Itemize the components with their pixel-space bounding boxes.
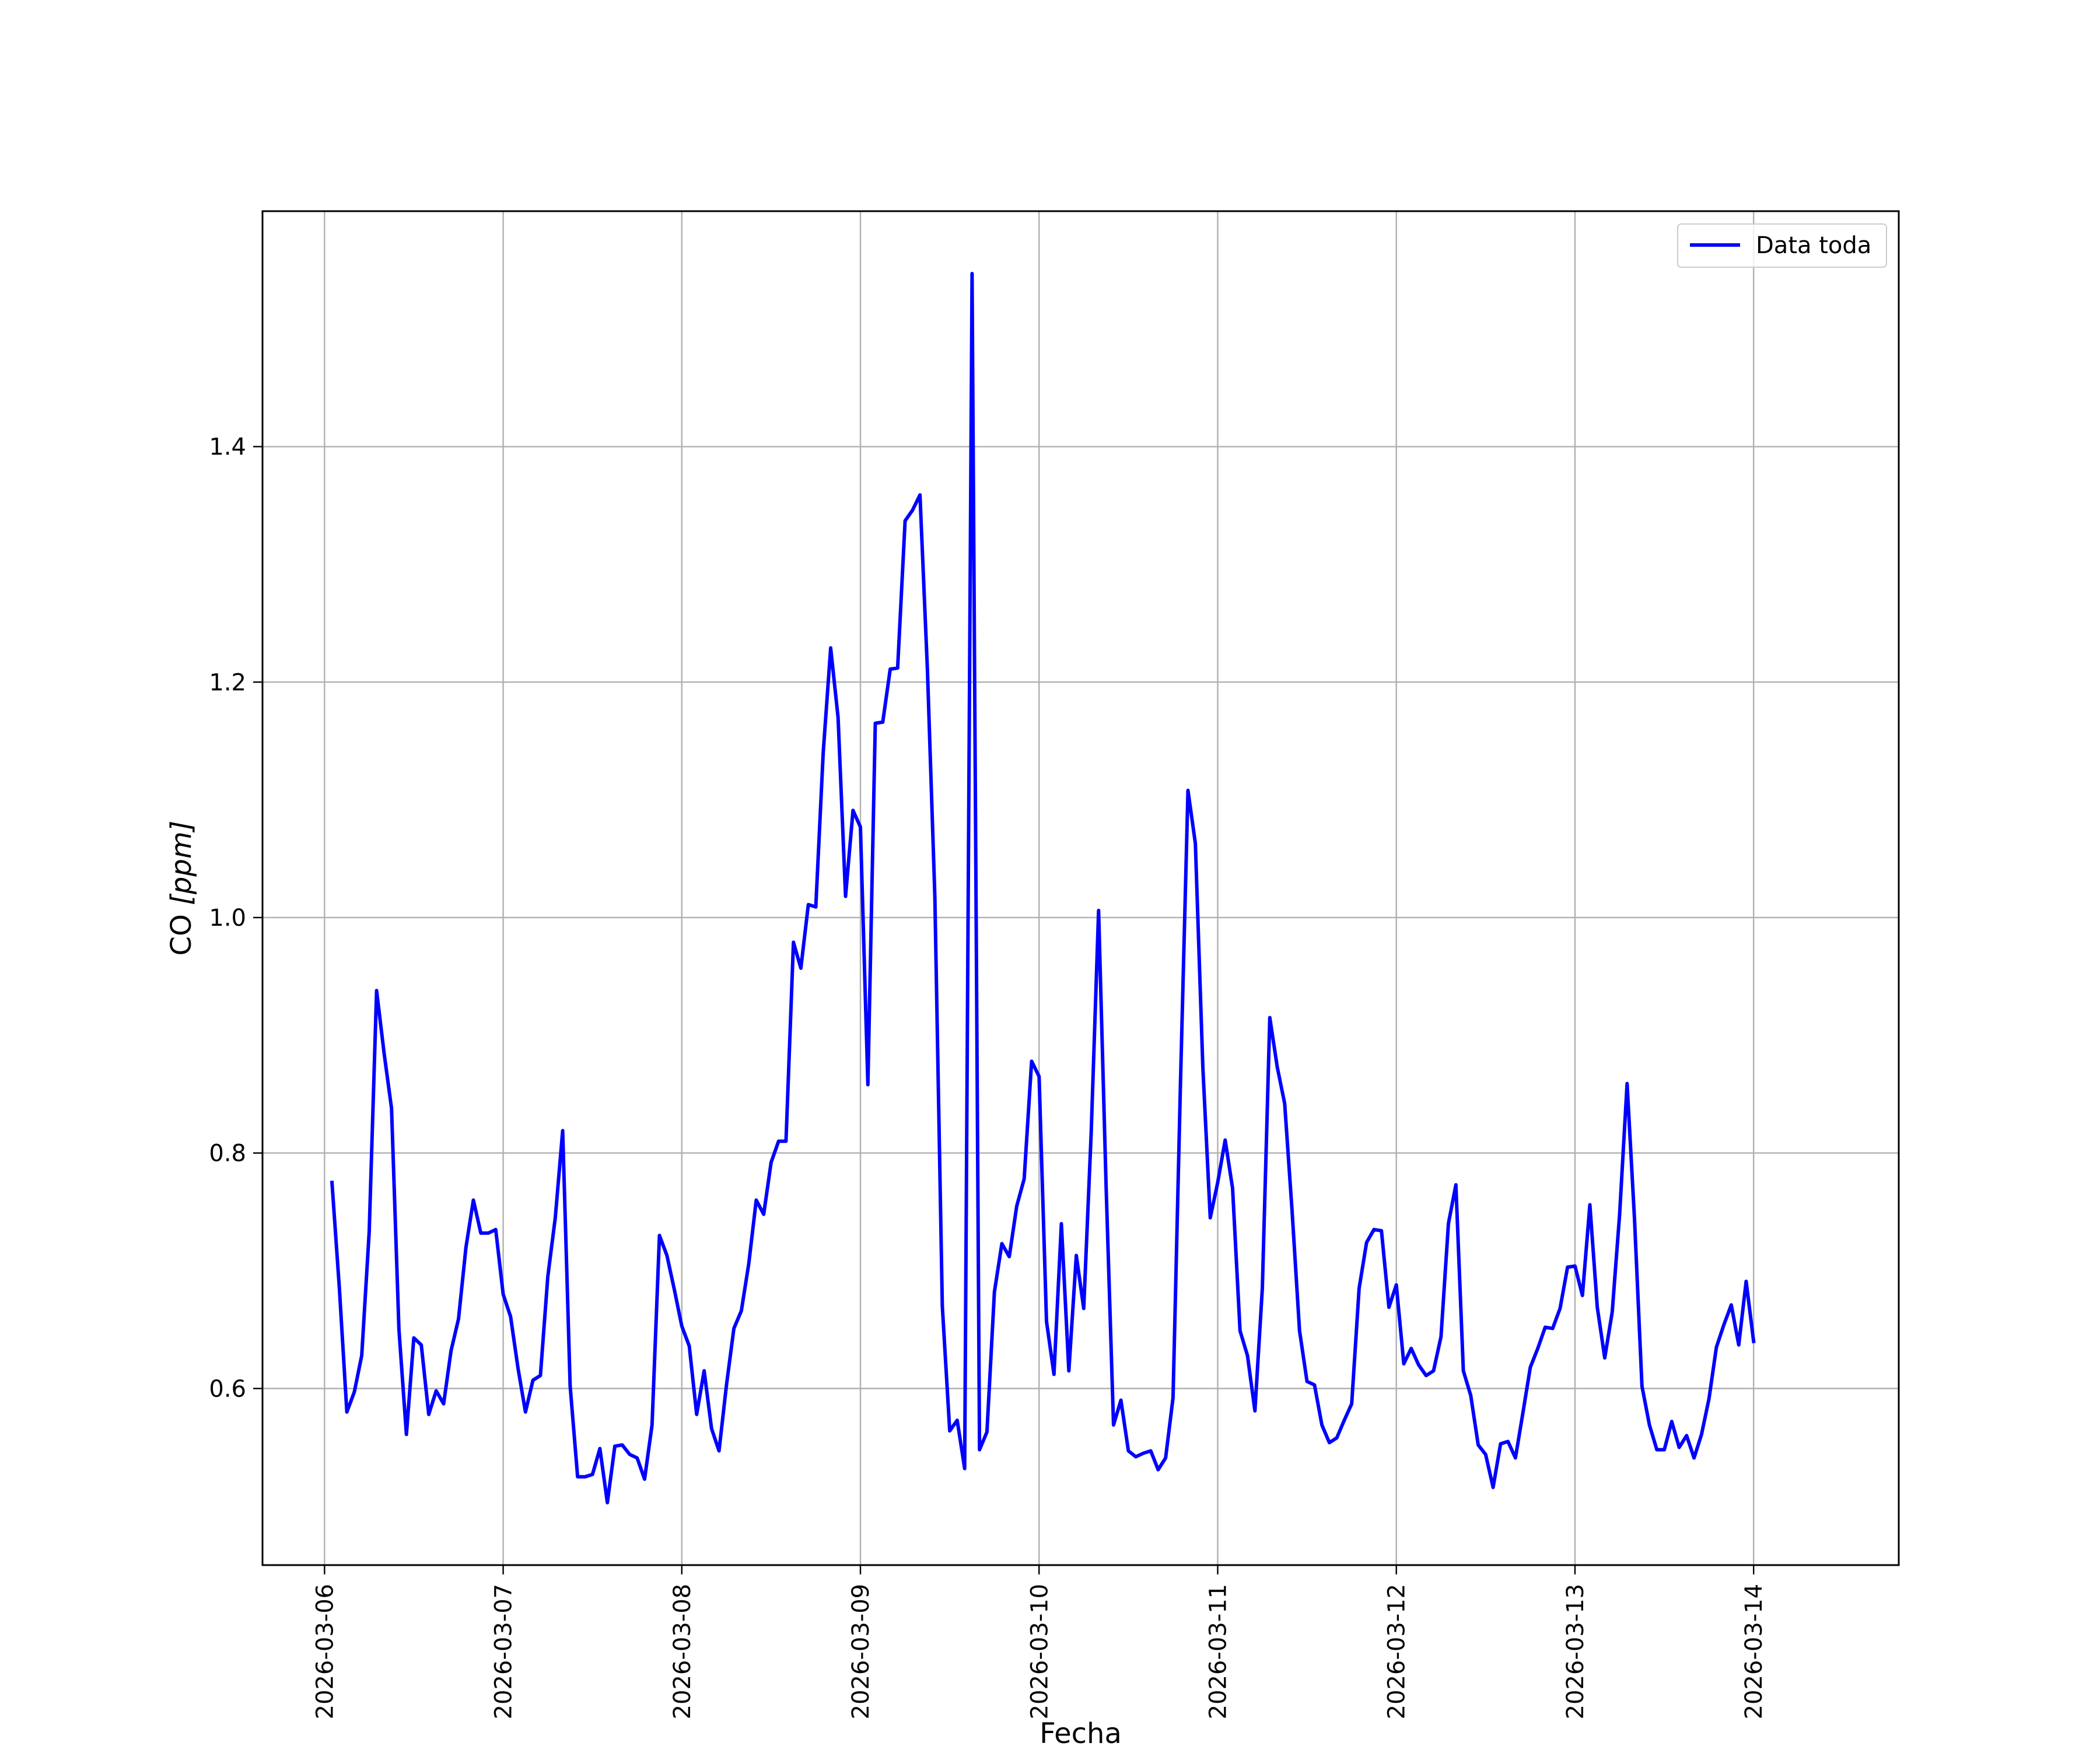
series-layer (330, 272, 1756, 1504)
legend-label-data-toda: Data toda (1756, 232, 1871, 259)
x-tick-label: 2026-03-06 (312, 1584, 338, 1719)
y-tick-label: 1.4 (209, 434, 246, 461)
y-tick-label: 1.2 (209, 669, 246, 696)
axis-ticks: 2026-03-06 2026-03-07 2026-03-08 2026-03-09… (209, 434, 1768, 1720)
x-tick-label: 2026-03-13 (1562, 1584, 1589, 1719)
grid-lines (262, 211, 1899, 1565)
x-tick-label: 2026-03-14 (1741, 1584, 1768, 1719)
y-axis-label-main: CO (165, 905, 198, 956)
y-axis-label-unit: [ppm] (165, 821, 198, 905)
y-tick-label: 0.8 (209, 1140, 246, 1167)
x-tick-label: 2026-03-08 (669, 1584, 696, 1719)
x-axis-label: Fecha (1040, 1717, 1122, 1750)
x-tick-label: 2026-03-12 (1384, 1584, 1410, 1719)
x-tick-label: 2026-03-10 (1026, 1584, 1053, 1719)
legend: Data toda (1677, 223, 1887, 268)
y-tick-label: 0.6 (209, 1376, 246, 1402)
legend-box (1677, 223, 1887, 268)
y-tick-label: 1.0 (209, 905, 246, 932)
series-line-data-toda (330, 272, 1756, 1504)
x-tick-label: 2026-03-11 (1205, 1584, 1231, 1719)
plot-area-frame (261, 210, 1900, 1566)
x-tick-label: 2026-03-07 (491, 1584, 517, 1719)
x-tick-label: 2026-03-09 (848, 1584, 874, 1719)
y-axis-label: CO [ppm] (165, 821, 198, 956)
